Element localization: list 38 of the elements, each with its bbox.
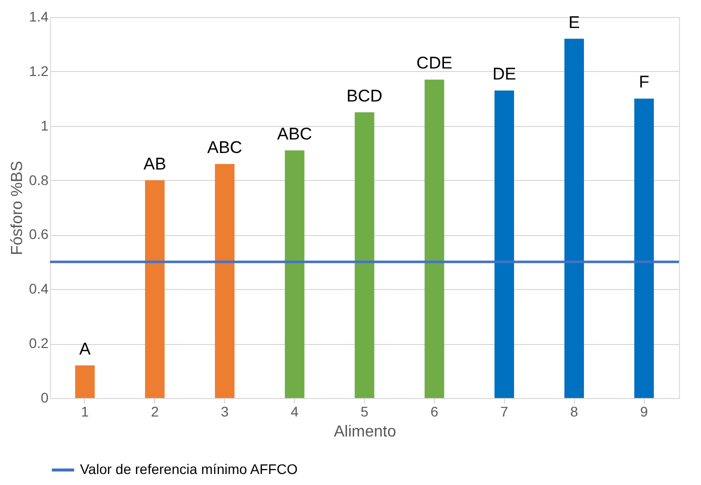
bar: [634, 98, 654, 398]
bar: [75, 365, 95, 398]
annotation: CDE: [416, 54, 452, 73]
x-tick-label: 2: [150, 404, 159, 420]
bar: [284, 150, 304, 398]
x-axis-title: Alimento: [334, 424, 396, 440]
legend-label: Valor de referencia mínimo AFFCO: [80, 461, 298, 477]
bar: [145, 180, 165, 398]
annotation: F: [638, 72, 650, 92]
annotation: ABC: [277, 124, 312, 144]
y-tick-label: 0: [40, 390, 49, 406]
annotation: E: [568, 12, 580, 32]
y-tick-label: 1.4: [29, 8, 49, 24]
x-tick-label: 1: [81, 404, 90, 420]
x-tick-label: 6: [430, 404, 438, 420]
x-tick-label: 7: [500, 404, 508, 420]
x-tick-label: 8: [570, 404, 578, 420]
bar: [494, 90, 514, 398]
x-tick-label: 3: [220, 404, 229, 420]
bar: [214, 164, 235, 398]
y-tick-label: 0.8: [29, 172, 49, 188]
y-tick-label: 0.6: [29, 226, 49, 242]
y-tick-label: 0.2: [29, 335, 49, 352]
annotation: BCD: [346, 86, 382, 106]
annotation: ABC: [207, 138, 242, 157]
annotation: DE: [492, 64, 516, 84]
annotation: AB: [143, 154, 166, 174]
bar: [354, 112, 374, 398]
bar: [564, 38, 584, 398]
bar: [424, 80, 444, 398]
y-tick-label: 0.4: [29, 280, 49, 297]
x-tick-label: 9: [640, 404, 648, 420]
y-tick-label: 1: [40, 117, 49, 134]
x-tick-label: 4: [290, 404, 299, 420]
y-axis-title: Fósforo %BS: [9, 160, 26, 256]
annotation: A: [79, 339, 92, 358]
y-tick-label: 1.2: [29, 62, 49, 79]
x-tick-label: 5: [360, 404, 369, 420]
